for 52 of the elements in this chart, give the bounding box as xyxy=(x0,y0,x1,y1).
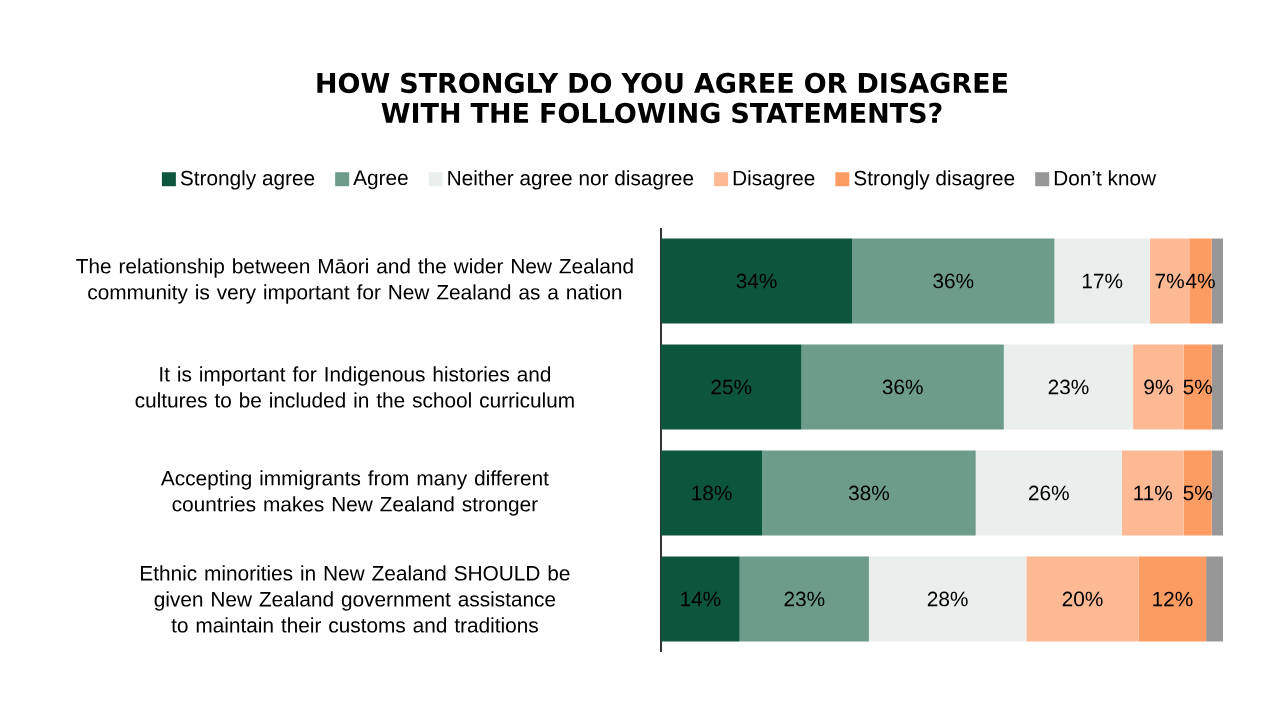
data-label: 34% xyxy=(736,273,777,289)
bar xyxy=(1206,556,1223,642)
data-label: 5% xyxy=(1183,379,1212,395)
data-label: 38% xyxy=(848,485,890,501)
data-label: 17% xyxy=(1082,273,1123,289)
bar xyxy=(975,450,1122,536)
chart-title: HOW STRONGLY DO YOU AGREE OR DISAGREE WITH THE FOLLOWING STATEMENTS? xyxy=(317,72,1008,124)
data-label: 11% xyxy=(1134,485,1173,501)
data-label: 5% xyxy=(1183,485,1212,501)
bar xyxy=(1183,344,1212,430)
bar xyxy=(1183,450,1212,536)
y-tick-label: The relationship between Māori and the wider New Zealand community is very important for New Zealand as a nation xyxy=(76,258,633,304)
data-label: 18% xyxy=(692,485,732,501)
data-label: 12% xyxy=(1153,591,1193,607)
data-label: 23% xyxy=(1048,379,1089,395)
data-label: 25% xyxy=(711,379,752,395)
legend-label: Strongly disagree xyxy=(854,170,1015,190)
legend-label: Neither agree nor disagree xyxy=(448,170,694,190)
legend-label: Disagree xyxy=(733,170,815,190)
data-label: 7% xyxy=(1155,273,1184,289)
bar xyxy=(739,556,869,642)
y-tick-label: Ethnic minorities in New Zealand SHOULD be given New Zealand government assistance to maintain their customs and traditions xyxy=(141,565,570,633)
bar xyxy=(1121,450,1184,536)
legend-label: Don’t know xyxy=(1054,170,1157,186)
bar xyxy=(801,344,1004,430)
data-label: 14% xyxy=(681,591,721,607)
data-label: 26% xyxy=(1029,485,1069,501)
bar xyxy=(1211,450,1223,536)
bar xyxy=(1211,344,1223,430)
bar xyxy=(1054,238,1150,324)
bar xyxy=(762,450,976,536)
bar xyxy=(1138,556,1207,642)
legend-label: Agree xyxy=(353,170,408,190)
bar xyxy=(1003,344,1134,430)
y-tick-label: It is important for Indigenous histories and cultures to be included in the school curriculum xyxy=(135,366,574,408)
data-label: 28% xyxy=(927,591,968,607)
y-tick-label: Accepting immigrants from many different countries makes New Zealand stronger xyxy=(160,470,549,516)
bar xyxy=(1026,556,1139,642)
legend-label: Strongly agree xyxy=(180,170,315,190)
bar xyxy=(868,556,1027,642)
data-label: 20% xyxy=(1062,591,1103,607)
bar xyxy=(661,238,853,324)
data-label: 36% xyxy=(882,379,923,395)
bar xyxy=(661,344,802,430)
data-label: 9% xyxy=(1144,379,1173,395)
bar xyxy=(661,556,740,642)
data-label: 23% xyxy=(784,591,825,607)
data-label: 36% xyxy=(933,273,974,289)
bar xyxy=(661,450,763,536)
bar xyxy=(852,238,1055,324)
bar xyxy=(1133,344,1184,430)
data-label: 4% xyxy=(1185,273,1215,289)
